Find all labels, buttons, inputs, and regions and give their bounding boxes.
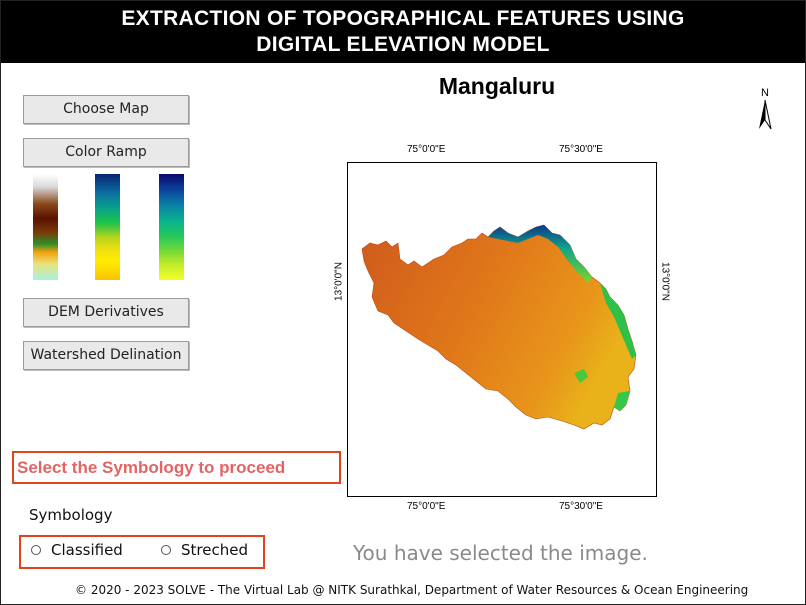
north-label: N	[761, 87, 769, 99]
top-tick-right: 75°30'0"E	[559, 144, 603, 155]
watershed-delineation-button[interactable]: Watershed Delination	[23, 341, 189, 370]
color-ramp-viridis[interactable]	[159, 174, 184, 280]
color-ramp-terrain[interactable]	[33, 174, 58, 280]
north-arrow-icon	[759, 99, 772, 130]
symbology-warning: Select the Symbology to proceed	[12, 451, 341, 484]
status-message: You have selected the image.	[353, 541, 648, 565]
right-tick: 13°0'0"N	[659, 262, 671, 301]
footer-text: © 2020 - 2023 SOLVE - The Virtual Lab @ …	[75, 583, 749, 597]
dem-derivatives-button[interactable]: DEM Derivatives	[23, 298, 189, 327]
title-line-1: EXTRACTION OF TOPOGRAPHICAL FEATURES USI…	[121, 7, 685, 30]
dem-map-image	[361, 224, 637, 430]
symbology-options: Classified Streched	[19, 535, 265, 569]
classified-label[interactable]: Classified	[51, 541, 123, 559]
map-title: Mangaluru	[438, 73, 556, 99]
choose-map-button[interactable]: Choose Map	[23, 95, 189, 124]
dem-map-frame	[347, 162, 657, 497]
north-arrow: N	[753, 87, 777, 135]
color-ramp-swatches	[33, 174, 188, 280]
top-tick-left: 75°0'0"E	[407, 144, 446, 155]
left-tick: 13°0'0"N	[333, 262, 345, 301]
bottom-tick-right: 75°30'0"E	[559, 501, 603, 512]
symbology-label: Symbology	[29, 506, 113, 524]
color-ramp-blue-green-yellow[interactable]	[95, 174, 120, 280]
classified-radio[interactable]	[31, 545, 41, 555]
streched-label[interactable]: Streched	[181, 541, 248, 559]
streched-radio[interactable]	[161, 545, 171, 555]
title-line-2: DIGITAL ELEVATION MODEL	[256, 33, 550, 56]
bottom-tick-left: 75°0'0"E	[407, 501, 446, 512]
page-header: EXTRACTION OF TOPOGRAPHICAL FEATURES USI…	[1, 1, 805, 63]
color-ramp-button[interactable]: Color Ramp	[23, 138, 189, 167]
